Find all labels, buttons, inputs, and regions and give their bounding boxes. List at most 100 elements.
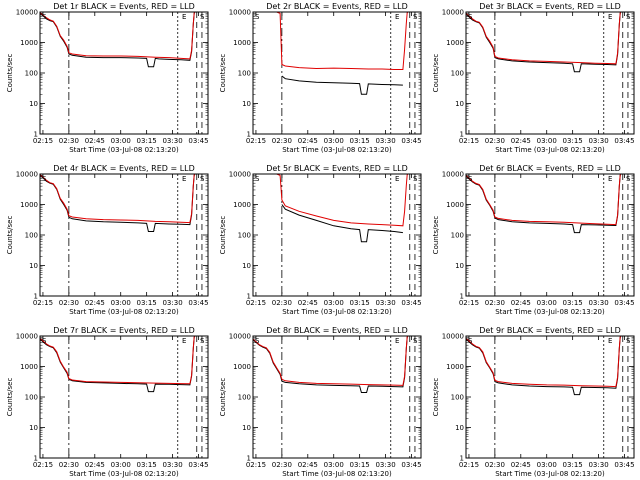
corner-mark-end: E [608, 13, 612, 21]
y-axis-label: Counts/sec [6, 54, 14, 93]
y-tick-label: 100 [451, 394, 464, 402]
y-tick-label: 1 [34, 131, 38, 139]
chart-title: Det 6r BLACK = Events, RED = LLD [479, 164, 621, 173]
x-tick-label: 03:00 [324, 461, 344, 469]
series-lld-line [253, 174, 414, 227]
chart-title: Det 7r BLACK = Events, RED = LLD [53, 326, 195, 335]
chart-panel-7: Det 7r BLACK = Events, RED = LLD S E S 02:15… [6, 326, 209, 478]
x-tick-label: 03:30 [375, 137, 395, 145]
y-tick-label: 10 [29, 424, 38, 432]
y-axis-label: Counts/sec [219, 216, 227, 255]
x-tick-label: 02:15 [33, 299, 53, 307]
y-tick-label: 1 [34, 293, 38, 301]
x-tick-label: 02:30 [485, 461, 505, 469]
x-axis-label: Start Time (03-Jul-08 02:13:20) [69, 470, 179, 478]
y-tick-label: 10000 [229, 171, 251, 179]
plot-frame [465, 335, 635, 459]
x-tick-label: 03:45 [401, 299, 421, 307]
corner-mark-start: S [255, 337, 260, 345]
x-tick-label: 02:30 [272, 299, 292, 307]
x-tick-label: 03:45 [401, 461, 421, 469]
x-tick-label: 02:30 [59, 299, 79, 307]
series-lld-line [466, 12, 627, 65]
y-tick-label: 1 [34, 455, 38, 463]
x-tick-label: 02:30 [272, 137, 292, 145]
y-tick-label: 100 [25, 394, 38, 402]
chart-panel-1: Det 1r BLACK = Events, RED = LLD S E S 02:15… [6, 2, 209, 154]
x-tick-label: 03:30 [588, 137, 608, 145]
y-tick-label: 10000 [442, 333, 464, 341]
y-tick-label: 10 [455, 100, 464, 108]
series-lld-line [466, 336, 627, 388]
y-tick-label: 10 [242, 424, 251, 432]
x-tick-label: 03:00 [324, 137, 344, 145]
x-tick-label: 02:45 [85, 461, 105, 469]
plot-frame [252, 11, 422, 135]
x-axis-label: Start Time (03-Jul-08 02:13:20) [282, 470, 392, 478]
corner-mark-end: E [608, 337, 612, 345]
x-tick-label: 03:15 [563, 137, 583, 145]
series-lld-line [40, 12, 201, 60]
y-tick-label: 1000 [446, 363, 464, 371]
series-events-line [281, 75, 403, 95]
x-axis-label: Start Time (03-Jul-08 02:13:20) [495, 308, 605, 316]
x-tick-label: 02:45 [85, 299, 105, 307]
y-tick-label: 100 [238, 70, 251, 78]
y-tick-label: 1 [247, 455, 251, 463]
y-tick-label: 1000 [20, 39, 38, 47]
y-tick-label: 10 [29, 100, 38, 108]
y-tick-label: 1000 [446, 201, 464, 209]
x-tick-label: 03:45 [614, 461, 634, 469]
x-tick-label: 03:15 [563, 299, 583, 307]
y-axis-label: Counts/sec [432, 378, 440, 417]
chart-title: Det 5r BLACK = Events, RED = LLD [266, 164, 408, 173]
y-tick-label: 10000 [229, 9, 251, 17]
x-tick-label: 02:15 [246, 299, 266, 307]
y-tick-label: 1000 [233, 201, 251, 209]
corner-mark-end: E [608, 175, 612, 183]
x-tick-label: 02:45 [298, 461, 318, 469]
y-axis-label: Counts/sec [219, 378, 227, 417]
y-tick-label: 1 [460, 293, 464, 301]
y-tick-label: 10 [455, 424, 464, 432]
corner-mark-start: S [468, 337, 473, 345]
corner-mark-end: E [182, 337, 186, 345]
corner-mark-start: S [42, 337, 47, 345]
corner-mark-start: S [42, 13, 47, 21]
x-tick-label: 03:15 [137, 461, 157, 469]
y-tick-label: 100 [238, 232, 251, 240]
corner-mark-start-2: S [200, 13, 205, 21]
x-tick-label: 02:45 [511, 299, 531, 307]
x-tick-label: 02:45 [85, 137, 105, 145]
corner-mark-start: S [42, 175, 47, 183]
y-axis-label: Counts/sec [6, 216, 14, 255]
series-events-line [40, 12, 201, 68]
corner-mark-end: E [182, 175, 186, 183]
y-tick-label: 100 [25, 232, 38, 240]
x-tick-label: 02:15 [459, 461, 479, 469]
corner-mark-start: S [255, 175, 260, 183]
x-tick-label: 02:15 [246, 461, 266, 469]
x-tick-label: 03:30 [162, 461, 182, 469]
x-tick-label: 02:30 [272, 461, 292, 469]
corner-mark-start-2: S [626, 13, 631, 21]
y-axis-label: Counts/sec [219, 54, 227, 93]
plot-frame [465, 11, 635, 135]
y-axis-label: Counts/sec [432, 216, 440, 255]
x-tick-label: 02:45 [511, 461, 531, 469]
corner-mark-end: E [395, 13, 399, 21]
y-tick-label: 100 [451, 232, 464, 240]
series-lld-line [466, 174, 627, 226]
x-tick-label: 03:30 [162, 299, 182, 307]
chart-title: Det 9r BLACK = Events, RED = LLD [479, 326, 621, 335]
x-tick-label: 03:00 [324, 299, 344, 307]
series-events-line [40, 174, 201, 232]
series-lld-line [40, 174, 201, 224]
x-tick-label: 03:00 [537, 137, 557, 145]
chart-title: Det 3r BLACK = Events, RED = LLD [479, 2, 621, 11]
chart-title: Det 2r BLACK = Events, RED = LLD [266, 2, 408, 11]
x-tick-label: 03:30 [375, 461, 395, 469]
x-axis-label: Start Time (03-Jul-08 02:13:20) [69, 146, 179, 154]
x-tick-label: 03:45 [614, 299, 634, 307]
x-tick-label: 03:15 [350, 299, 370, 307]
